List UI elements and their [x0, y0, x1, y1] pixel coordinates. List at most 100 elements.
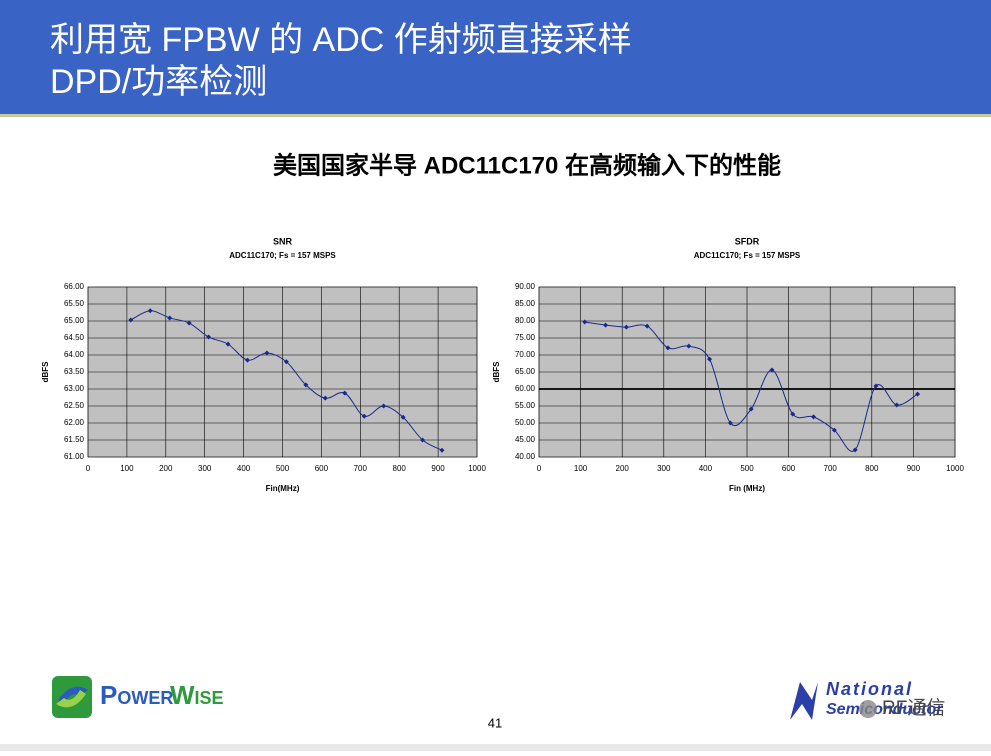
- y-tick-label: 55.00: [515, 401, 536, 410]
- data-point: [769, 367, 775, 373]
- y-tick-label: 65.00: [515, 367, 536, 376]
- x-tick-label: 0: [86, 464, 91, 473]
- x-tick-label: 700: [354, 464, 368, 473]
- data-point: [831, 427, 837, 433]
- watermark-icon: [859, 700, 877, 718]
- x-tick-label: 800: [393, 464, 407, 473]
- y-tick-label: 64.00: [64, 350, 85, 359]
- y-tick-label: 62.50: [64, 401, 85, 410]
- chart-title: SNR: [273, 236, 293, 246]
- y-tick-label: 65.50: [64, 299, 85, 308]
- x-tick-label: 700: [824, 464, 838, 473]
- x-axis-label: Fin (MHz): [729, 484, 765, 493]
- y-tick-label: 61.50: [64, 435, 85, 444]
- data-point: [686, 343, 692, 349]
- y-tick-label: 70.00: [515, 350, 536, 359]
- data-point: [322, 395, 328, 401]
- slide-title: DPD/功率检测: [50, 63, 267, 101]
- x-tick-label: 900: [907, 464, 921, 473]
- logo-swirl: [56, 690, 86, 708]
- bottom-edge: [0, 744, 991, 751]
- data-point: [342, 390, 348, 396]
- x-axis-label: Fin(MHz): [266, 484, 300, 493]
- logo-text: Semiconductor: [826, 701, 943, 718]
- page-number: 41: [488, 715, 502, 730]
- y-tick-label: 75.00: [515, 333, 536, 342]
- data-point: [748, 406, 754, 412]
- x-tick-label: 100: [120, 464, 134, 473]
- data-point: [852, 447, 858, 453]
- x-tick-label: 300: [657, 464, 671, 473]
- x-tick-label: 400: [699, 464, 713, 473]
- powerwise-logo: Power Wise: [52, 676, 224, 718]
- data-point: [727, 420, 733, 426]
- header-band: [0, 0, 991, 114]
- data-point: [244, 357, 250, 363]
- data-point: [439, 447, 445, 453]
- logo-mark: [790, 682, 818, 720]
- data-point: [707, 356, 713, 362]
- data-point: [283, 359, 289, 365]
- data-point: [147, 308, 153, 314]
- x-tick-label: 200: [159, 464, 173, 473]
- x-tick-label: 1000: [946, 464, 964, 473]
- y-tick-label: 63.50: [64, 367, 85, 376]
- y-tick-label: 62.00: [64, 418, 85, 427]
- y-tick-label: 90.00: [515, 282, 536, 291]
- data-point: [623, 324, 629, 330]
- y-tick-label: 63.00: [64, 384, 85, 393]
- data-point: [206, 334, 212, 340]
- chart-title: SFDR: [735, 236, 760, 246]
- y-tick-label: 40.00: [515, 452, 536, 461]
- y-tick-label: 50.00: [515, 418, 536, 427]
- watermark: RF通信: [882, 697, 945, 719]
- data-point: [915, 391, 921, 397]
- y-tick-label: 80.00: [515, 316, 536, 325]
- y-tick-label: 60.00: [515, 384, 536, 393]
- data-point: [582, 319, 588, 325]
- slide-title: 利用宽 FPBW 的 ADC 作射频直接采样: [50, 21, 632, 59]
- data-point: [186, 320, 192, 326]
- y-tick-label: 85.00: [515, 299, 536, 308]
- data-point: [225, 341, 231, 347]
- data-point: [381, 403, 387, 409]
- data-point: [665, 345, 671, 351]
- x-tick-label: 200: [616, 464, 630, 473]
- x-tick-label: 500: [740, 464, 754, 473]
- x-tick-label: 0: [537, 464, 542, 473]
- x-tick-label: 1000: [468, 464, 486, 473]
- x-tick-label: 500: [276, 464, 290, 473]
- data-point: [811, 414, 817, 420]
- data-point: [303, 382, 309, 388]
- data-point: [128, 317, 134, 323]
- x-tick-label: 300: [198, 464, 212, 473]
- x-tick-label: 800: [865, 464, 879, 473]
- y-tick-label: 64.50: [64, 333, 85, 342]
- data-point: [644, 323, 650, 329]
- x-tick-label: 100: [574, 464, 588, 473]
- x-tick-label: 600: [782, 464, 796, 473]
- y-tick-label: 65.00: [64, 316, 85, 325]
- data-point: [894, 402, 900, 408]
- chart-subtitle: ADC11C170; Fs = 157 MSPS: [229, 251, 336, 260]
- data-point: [603, 322, 609, 328]
- x-tick-label: 400: [237, 464, 251, 473]
- logo-text: National: [826, 679, 913, 699]
- logo-text: Wise: [170, 680, 224, 710]
- slide-subtitle: 美国国家半导 ADC11C170 在高频输入下的性能: [273, 151, 781, 179]
- chart-subtitle: ADC11C170; Fs = 157 MSPS: [694, 251, 801, 260]
- y-axis-label: dBFS: [41, 361, 50, 383]
- header-rule: [0, 114, 991, 117]
- y-tick-label: 61.00: [64, 452, 85, 461]
- data-point: [167, 315, 173, 321]
- y-tick-label: 66.00: [64, 282, 85, 291]
- logo-mark: [52, 676, 92, 718]
- data-point: [264, 350, 270, 356]
- national-logo: National Semiconductor RF通信: [790, 679, 945, 720]
- x-tick-label: 600: [315, 464, 329, 473]
- data-point: [361, 413, 367, 419]
- data-point: [420, 437, 426, 443]
- y-axis-label: dBFS: [492, 361, 501, 383]
- data-point: [790, 411, 796, 417]
